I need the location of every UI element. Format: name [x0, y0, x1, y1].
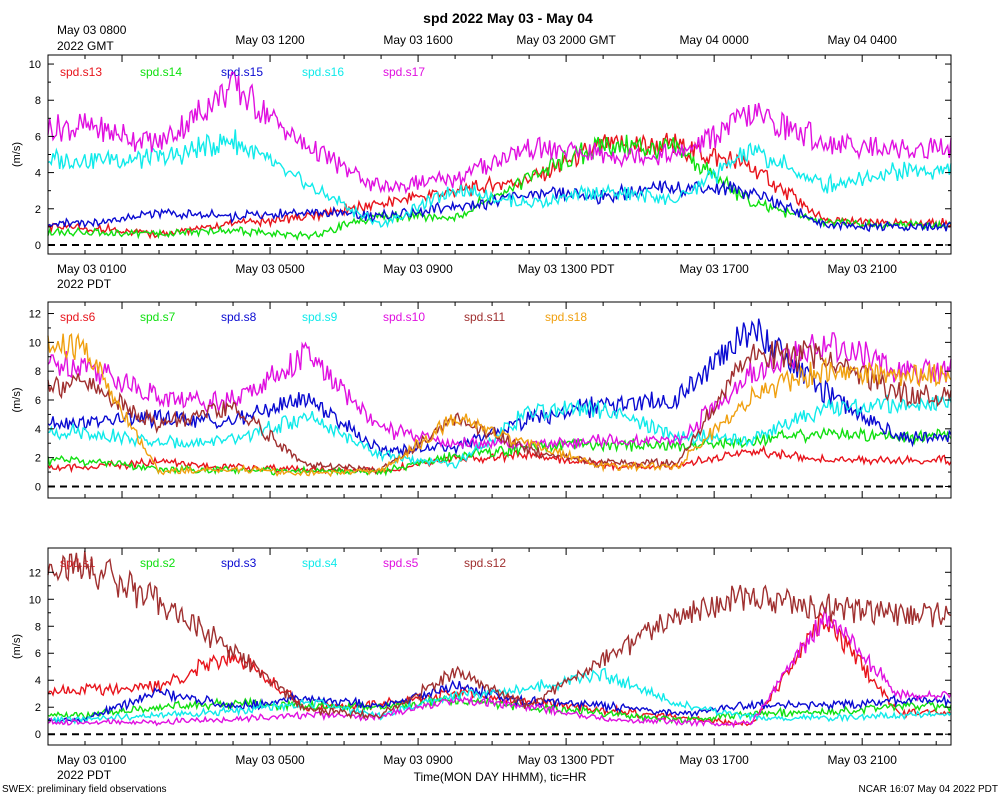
x-tick-label: May 03 1700: [679, 753, 749, 767]
legend-spd-s12: spd.s12: [464, 556, 506, 570]
legend-spd-s14: spd.s14: [140, 65, 182, 79]
plot-frame: [47, 547, 952, 746]
legend-spd-s6: spd.s6: [60, 310, 96, 324]
series-line-spd-s15: [47, 179, 952, 233]
x-tick-label: May 03 0500: [235, 753, 305, 767]
x-tick-label: May 03 0100: [57, 753, 127, 767]
x-tick-label-gmt: May 03 1200: [235, 33, 305, 47]
legend-spd-s18: spd.s18: [545, 310, 587, 324]
series-line-spd-s6: [47, 444, 952, 475]
y-tick-label: 0: [35, 240, 41, 252]
series-line-spd-s9: [47, 393, 952, 469]
x-tick-label: May 03 0900: [383, 753, 453, 767]
y-tick-label: 12: [29, 309, 41, 321]
legend-spd-s9: spd.s9: [302, 310, 338, 324]
series-line-spd-s7: [47, 426, 952, 477]
y-tick-label: 4: [35, 168, 41, 180]
panel-top: spd.s13 spd.s14 spd.s15 spd.s16 spd.s17 0 2 4 6 8…: [11, 54, 952, 255]
x-tick-label-gmt: May 03 0800: [57, 23, 127, 37]
series-line-spd-s4: [47, 667, 952, 725]
legend-spd-s16: spd.s16: [302, 65, 344, 79]
x-year-label: 2022 PDT: [57, 277, 112, 291]
series-line-spd-s10: [47, 332, 952, 451]
y-tick-label: 8: [35, 95, 41, 107]
y-tick-label: 2: [35, 453, 41, 465]
y-axis-label: (m/s): [11, 142, 23, 167]
x-tick-label: May 03 0500: [235, 262, 305, 276]
x-tick-label-gmt: May 03 1600: [383, 33, 453, 47]
series-line-spd-s13: [47, 132, 952, 240]
series-line-spd-s11: [47, 340, 952, 474]
x-year-label: 2022 PDT: [57, 768, 112, 782]
y-axis-label: (m/s): [11, 634, 23, 659]
legend-spd-s17: spd.s17: [383, 65, 425, 79]
x-tick-label: May 03 1300 PDT: [518, 262, 615, 276]
legend-spd-s4: spd.s4: [302, 556, 338, 570]
legend-spd-s7: spd.s7: [140, 310, 176, 324]
x-tick-label: May 03 2100: [827, 753, 897, 767]
y-tick-label: 2: [35, 204, 41, 216]
y-tick-label: 4: [35, 424, 41, 436]
chart-title: spd 2022 May 03 - May 04: [423, 10, 593, 26]
series-line-spd-s5: [47, 607, 952, 729]
y-tick-label: 6: [35, 395, 41, 407]
x-tick-label: May 03 1300 PDT: [518, 753, 615, 767]
y-tick-label: 2: [35, 702, 41, 714]
series-line-spd-s16: [47, 129, 952, 229]
legend-spd-s11: spd.s11: [464, 310, 505, 324]
footer-right: NCAR 16:07 May 04 2022 PDT: [858, 784, 998, 795]
panel-middle: spd.s6 spd.s7 spd.s8 spd.s9 spd.s10 spd.s11 sp…: [11, 301, 952, 499]
x-tick-label: May 03 1700: [679, 262, 749, 276]
legend-spd-s15: spd.s15: [221, 65, 263, 79]
y-tick-label: 6: [35, 131, 41, 143]
legend-spd-s5: spd.s5: [383, 556, 419, 570]
y-tick-label: 0: [35, 481, 41, 493]
series-line-spd-s1: [47, 612, 952, 727]
y-tick-label: 4: [35, 675, 41, 687]
legend-spd-s2: spd.s2: [140, 556, 176, 570]
y-tick-label: 8: [35, 621, 41, 633]
y-tick-label: 10: [29, 59, 41, 71]
legend-spd-s8: spd.s8: [221, 310, 257, 324]
panel-bottom: spd.s1 spd.s2 spd.s3 spd.s4 spd.s5 spd.s12024…: [11, 547, 952, 746]
legend-spd-s13: spd.s13: [60, 65, 102, 79]
x-tick-label-gmt: May 04 0000: [679, 33, 749, 47]
x-tick-label-gmt: May 04 0400: [827, 33, 897, 47]
y-tick-label: 10: [29, 594, 41, 606]
y-tick-label: 12: [29, 567, 41, 579]
x-tick-label: May 03 2100: [827, 262, 897, 276]
series-line-spd-s8: [47, 318, 952, 458]
footer-left: SWEX: preliminary field observations: [2, 784, 167, 795]
legend-spd-s3: spd.s3: [221, 556, 257, 570]
series-line-spd-s14: [47, 134, 952, 241]
x-axis-label: Time(MON DAY HHMM), tic=HR: [414, 770, 587, 784]
x-tick-label: May 03 0900: [383, 262, 453, 276]
series-line-spd-s18: [47, 332, 952, 478]
y-tick-label: 8: [35, 366, 41, 378]
series-line-spd-s2: [47, 692, 952, 725]
y-tick-label: 0: [35, 729, 41, 741]
x-year-label-gmt: 2022 GMT: [57, 39, 114, 53]
series-line-spd-s17: [47, 71, 952, 195]
legend-spd-s10: spd.s10: [383, 310, 425, 324]
series-line-spd-s3: [47, 679, 951, 725]
y-axis-label: (m/s): [11, 387, 23, 412]
x-tick-label-gmt: May 03 2000 GMT: [516, 33, 616, 47]
y-tick-label: 10: [29, 337, 41, 349]
series-line-spd-s12: [47, 550, 952, 720]
x-tick-label: May 03 0100: [57, 262, 127, 276]
y-tick-label: 6: [35, 648, 41, 660]
